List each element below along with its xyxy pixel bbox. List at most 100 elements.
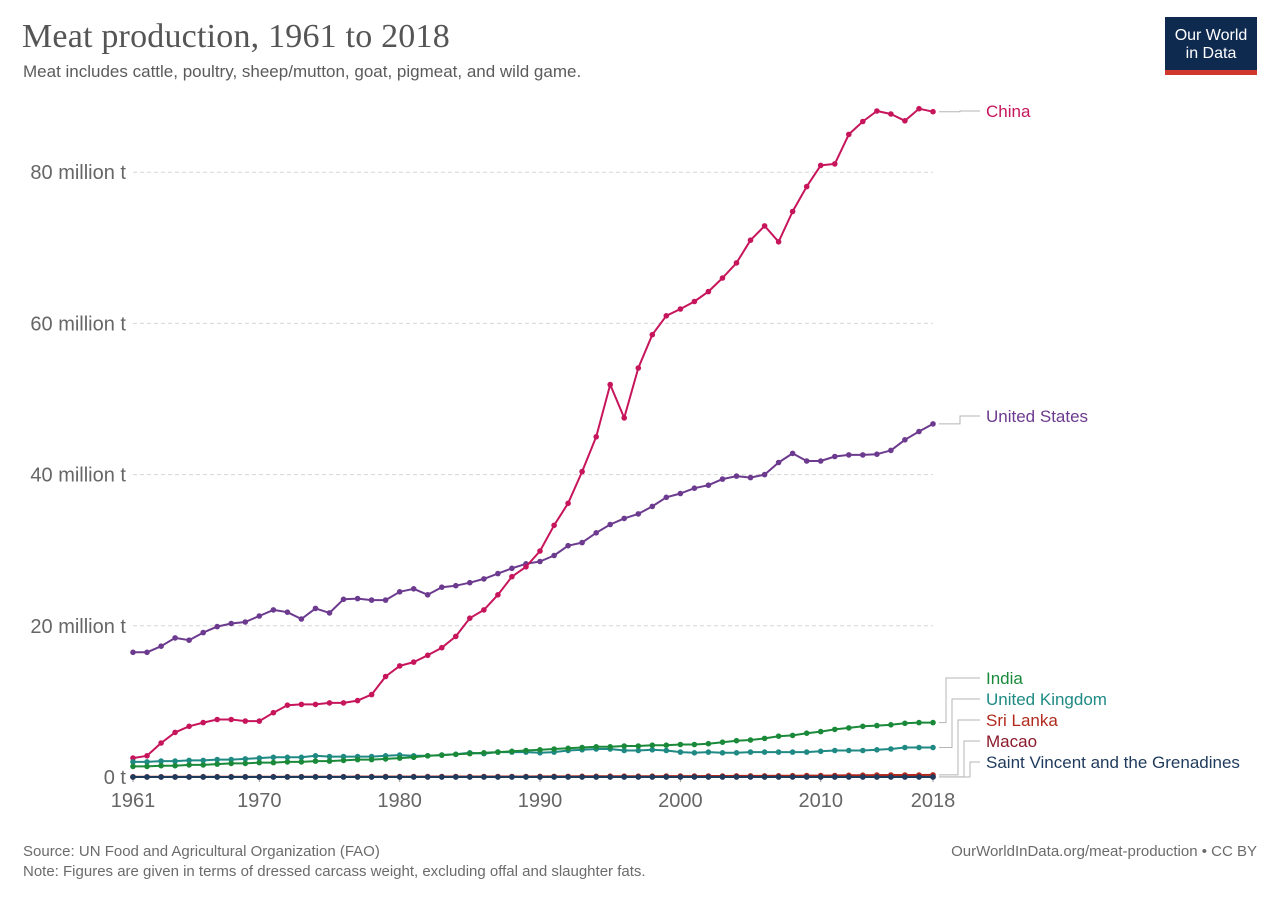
data-point-united-states[interactable] [214,623,220,630]
data-point-united-states[interactable] [916,428,922,435]
data-point-united-states[interactable] [705,482,712,489]
data-point-united-states[interactable] [677,490,684,497]
data-point-saint-vincent-and-the-grenadines[interactable] [298,774,305,780]
data-point-saint-vincent-and-the-grenadines[interactable] [916,774,922,780]
data-point-saint-vincent-and-the-grenadines[interactable] [284,774,291,780]
data-point-united-states[interactable] [860,452,866,458]
source-link[interactable]: OurWorldInData.org/meat-production • CC … [951,843,1257,860]
data-point-united-kingdom[interactable] [747,749,754,755]
data-point-china[interactable] [733,260,740,266]
data-point-united-kingdom[interactable] [860,747,866,754]
data-point-china[interactable] [916,105,922,112]
data-point-india[interactable] [242,760,249,767]
data-point-saint-vincent-and-the-grenadines[interactable] [214,774,220,780]
data-point-india[interactable] [761,735,768,742]
data-point-saint-vincent-and-the-grenadines[interactable] [832,774,838,780]
data-point-india[interactable] [523,747,529,754]
data-point-united-kingdom[interactable] [635,747,642,754]
data-point-india[interactable] [691,741,698,748]
data-point-china[interactable] [719,275,726,281]
data-point-united-states[interactable] [368,597,375,603]
data-point-united-states[interactable] [284,609,291,615]
data-point-saint-vincent-and-the-grenadines[interactable] [509,774,515,780]
data-point-united-states[interactable] [719,476,726,482]
data-point-saint-vincent-and-the-grenadines[interactable] [747,774,754,780]
data-point-china[interactable] [565,500,571,507]
data-point-china[interactable] [930,108,936,115]
data-point-india[interactable] [158,762,164,769]
data-point-united-states[interactable] [424,592,431,598]
data-point-china[interactable] [874,108,880,114]
data-point-saint-vincent-and-the-grenadines[interactable] [902,774,908,780]
data-point-united-kingdom[interactable] [312,753,319,759]
data-point-saint-vincent-and-the-grenadines[interactable] [186,774,192,780]
data-point-china[interactable] [747,237,754,243]
data-point-united-kingdom[interactable] [649,747,656,753]
data-point-united-states[interactable] [789,450,796,457]
data-point-saint-vincent-and-the-grenadines[interactable] [453,774,459,780]
data-point-saint-vincent-and-the-grenadines[interactable] [256,774,263,780]
data-point-india[interactable] [298,759,305,765]
data-point-saint-vincent-and-the-grenadines[interactable] [635,774,642,780]
data-point-united-states[interactable] [747,474,754,481]
data-point-united-states[interactable] [832,453,838,460]
data-point-india[interactable] [817,728,824,735]
data-point-saint-vincent-and-the-grenadines[interactable] [817,774,824,780]
data-point-united-states[interactable] [354,595,361,602]
data-point-united-kingdom[interactable] [326,753,333,760]
data-point-united-states[interactable] [396,589,403,595]
data-point-india[interactable] [537,747,543,753]
series-label-macao[interactable]: Macao [986,732,1037,751]
data-point-china[interactable] [172,729,178,736]
data-point-saint-vincent-and-the-grenadines[interactable] [607,774,613,780]
series-line-united-kingdom[interactable] [133,746,933,763]
data-point-saint-vincent-and-the-grenadines[interactable] [537,774,543,780]
series-label-india[interactable]: India [986,669,1023,688]
data-point-india[interactable] [663,742,670,748]
data-point-united-kingdom[interactable] [186,757,192,764]
data-point-india[interactable] [256,759,263,766]
data-point-india[interactable] [747,737,754,743]
series-label-saint-vincent-and-the-grenadines[interactable]: Saint Vincent and the Grenadines [986,753,1240,772]
data-point-saint-vincent-and-the-grenadines[interactable] [761,774,768,780]
data-point-india[interactable] [551,746,557,752]
data-point-china[interactable] [242,718,249,724]
data-point-united-states[interactable] [621,515,627,522]
data-point-china[interactable] [270,709,277,716]
data-point-saint-vincent-and-the-grenadines[interactable] [368,774,375,780]
data-point-united-states[interactable] [200,629,206,636]
data-point-united-kingdom[interactable] [832,747,838,754]
data-point-india[interactable] [677,741,684,748]
data-point-saint-vincent-and-the-grenadines[interactable] [396,774,403,780]
data-point-saint-vincent-and-the-grenadines[interactable] [326,774,333,780]
data-point-united-kingdom[interactable] [256,755,263,761]
data-point-united-kingdom[interactable] [298,754,305,761]
data-point-india[interactable] [593,744,599,750]
data-point-india[interactable] [439,752,445,758]
data-point-india[interactable] [916,719,922,726]
data-point-china[interactable] [579,468,585,475]
data-point-saint-vincent-and-the-grenadines[interactable] [424,774,431,780]
data-point-china[interactable] [186,723,192,730]
data-point-china[interactable] [677,306,684,312]
data-point-united-states[interactable] [298,616,305,622]
data-point-india[interactable] [607,744,613,750]
data-point-china[interactable] [817,162,824,169]
data-point-united-states[interactable] [635,511,642,517]
data-point-united-states[interactable] [579,539,585,546]
data-point-india[interactable] [635,743,642,749]
data-point-china[interactable] [368,691,375,698]
data-point-united-states[interactable] [733,473,740,479]
data-point-india[interactable] [509,748,515,755]
data-point-china[interactable] [537,548,543,554]
data-point-india[interactable] [874,722,880,729]
series-label-united-kingdom[interactable]: United Kingdom [986,690,1107,709]
data-point-china[interactable] [382,673,389,680]
data-point-saint-vincent-and-the-grenadines[interactable] [705,774,712,780]
data-point-saint-vincent-and-the-grenadines[interactable] [579,774,585,780]
data-point-saint-vincent-and-the-grenadines[interactable] [158,774,164,780]
data-point-saint-vincent-and-the-grenadines[interactable] [565,774,571,780]
data-point-united-states[interactable] [158,643,164,649]
data-point-saint-vincent-and-the-grenadines[interactable] [172,774,178,780]
data-point-united-kingdom[interactable] [761,749,768,755]
